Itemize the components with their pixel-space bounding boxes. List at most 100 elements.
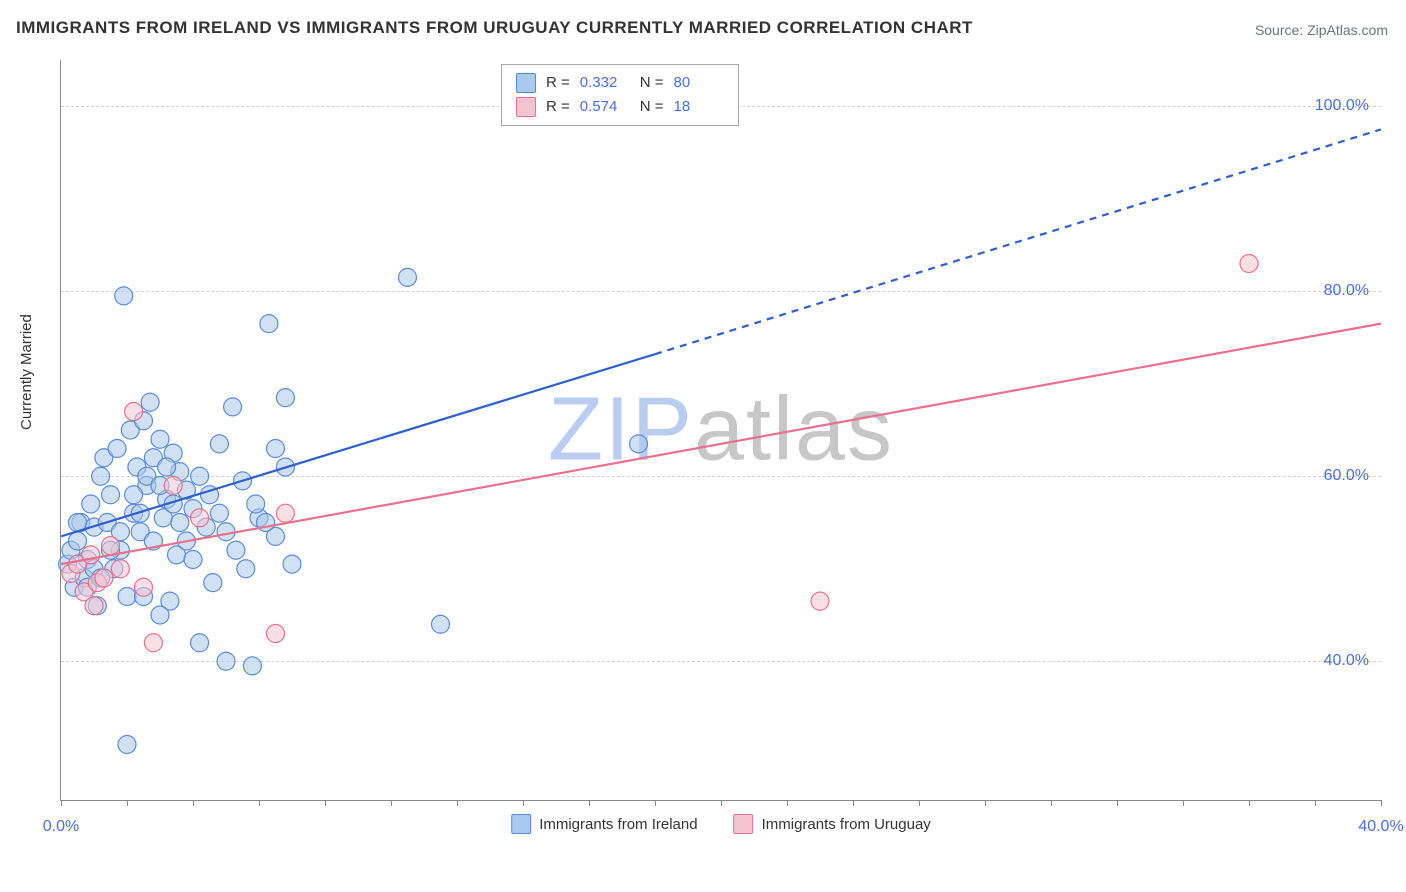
xtick-mark [853, 800, 854, 806]
data-point-ireland [92, 467, 110, 485]
xtick-mark [985, 800, 986, 806]
chart-title: IMMIGRANTS FROM IRELAND VS IMMIGRANTS FR… [16, 18, 973, 38]
data-point-ireland [125, 486, 143, 504]
data-point-ireland [118, 588, 136, 606]
data-point-ireland [115, 287, 133, 305]
xtick-mark [655, 800, 656, 806]
data-point-uruguay [135, 578, 153, 596]
bottom-legend: Immigrants from Ireland Immigrants from … [511, 814, 931, 834]
stat-r-label: R = [546, 71, 570, 95]
xtick-mark [193, 800, 194, 806]
data-point-ireland [184, 551, 202, 569]
xtick-label: 0.0% [43, 818, 79, 836]
source-attribution: Source: ZipAtlas.com [1255, 22, 1388, 38]
data-point-uruguay [85, 597, 103, 615]
data-point-ireland [151, 606, 169, 624]
data-point-uruguay [125, 403, 143, 421]
data-point-uruguay [102, 537, 120, 555]
data-point-ireland [432, 615, 450, 633]
xtick-label: 40.0% [1358, 818, 1403, 836]
xtick-mark [787, 800, 788, 806]
stat-n-label: N = [640, 95, 664, 119]
data-point-uruguay [82, 546, 100, 564]
swatch-ireland [511, 814, 531, 834]
stat-n-value-uruguay: 18 [674, 95, 724, 119]
data-point-ireland [158, 458, 176, 476]
data-point-uruguay [191, 509, 209, 527]
data-point-ireland [276, 389, 294, 407]
xtick-mark [589, 800, 590, 806]
stat-n-value-ireland: 80 [674, 71, 724, 95]
legend-label-uruguay: Immigrants from Uruguay [762, 816, 931, 833]
data-point-ireland [247, 495, 265, 513]
data-point-ireland [69, 532, 87, 550]
data-point-ireland [224, 398, 242, 416]
stat-r-label: R = [546, 95, 570, 119]
data-point-uruguay [276, 504, 294, 522]
data-point-uruguay [111, 560, 129, 578]
xtick-mark [919, 800, 920, 806]
source-prefix: Source: [1255, 22, 1307, 38]
legend-stats-row-ireland: R = 0.332 N = 80 [516, 71, 724, 95]
legend-label-ireland: Immigrants from Ireland [539, 816, 697, 833]
data-point-ireland [171, 514, 189, 532]
xtick-mark [259, 800, 260, 806]
plot-area: ZIPatlas R = 0.332 N = 80 R = 0.574 N = … [60, 60, 1381, 801]
data-point-uruguay [267, 625, 285, 643]
xtick-mark [61, 800, 62, 806]
xtick-mark [1381, 800, 1382, 806]
swatch-uruguay [516, 97, 536, 117]
data-point-ireland [227, 541, 245, 559]
swatch-ireland [516, 73, 536, 93]
xtick-mark [391, 800, 392, 806]
data-point-ireland [217, 652, 235, 670]
data-point-ireland [82, 495, 100, 513]
data-point-ireland [283, 555, 301, 573]
data-point-uruguay [164, 477, 182, 495]
stat-r-value-ireland: 0.332 [580, 71, 630, 95]
legend-stats-box: R = 0.332 N = 80 R = 0.574 N = 18 [501, 64, 739, 126]
data-point-ireland [118, 736, 136, 754]
swatch-uruguay [734, 814, 754, 834]
data-point-ireland [108, 440, 126, 458]
data-point-ireland [210, 504, 228, 522]
data-point-ireland [210, 435, 228, 453]
trendline-uruguay [61, 324, 1381, 565]
legend-stats-row-uruguay: R = 0.574 N = 18 [516, 95, 724, 119]
data-point-ireland [141, 393, 159, 411]
xtick-mark [721, 800, 722, 806]
chart-svg [61, 60, 1381, 800]
legend-item-ireland: Immigrants from Ireland [511, 814, 697, 834]
xtick-mark [457, 800, 458, 806]
data-point-ireland [243, 657, 261, 675]
data-point-ireland [217, 523, 235, 541]
xtick-mark [1249, 800, 1250, 806]
stat-n-label: N = [640, 71, 664, 95]
xtick-mark [325, 800, 326, 806]
xtick-mark [1117, 800, 1118, 806]
xtick-mark [523, 800, 524, 806]
xtick-mark [1183, 800, 1184, 806]
data-point-ireland [260, 315, 278, 333]
stat-r-value-uruguay: 0.574 [580, 95, 630, 119]
data-point-ireland [399, 268, 417, 286]
data-point-ireland [630, 435, 648, 453]
data-point-ireland [102, 486, 120, 504]
data-point-ireland [204, 574, 222, 592]
data-point-uruguay [811, 592, 829, 610]
data-point-uruguay [144, 634, 162, 652]
data-point-ireland [267, 440, 285, 458]
data-point-ireland [191, 467, 209, 485]
data-point-uruguay [95, 569, 113, 587]
data-point-ireland [191, 634, 209, 652]
source-link[interactable]: ZipAtlas.com [1307, 22, 1388, 38]
y-axis-label: Currently Married [18, 314, 35, 430]
xtick-mark [1051, 800, 1052, 806]
trendline-ireland-dashed [655, 129, 1381, 354]
data-point-ireland [237, 560, 255, 578]
data-point-uruguay [1240, 255, 1258, 273]
xtick-mark [1315, 800, 1316, 806]
data-point-ireland [151, 430, 169, 448]
legend-item-uruguay: Immigrants from Uruguay [734, 814, 931, 834]
xtick-mark [127, 800, 128, 806]
